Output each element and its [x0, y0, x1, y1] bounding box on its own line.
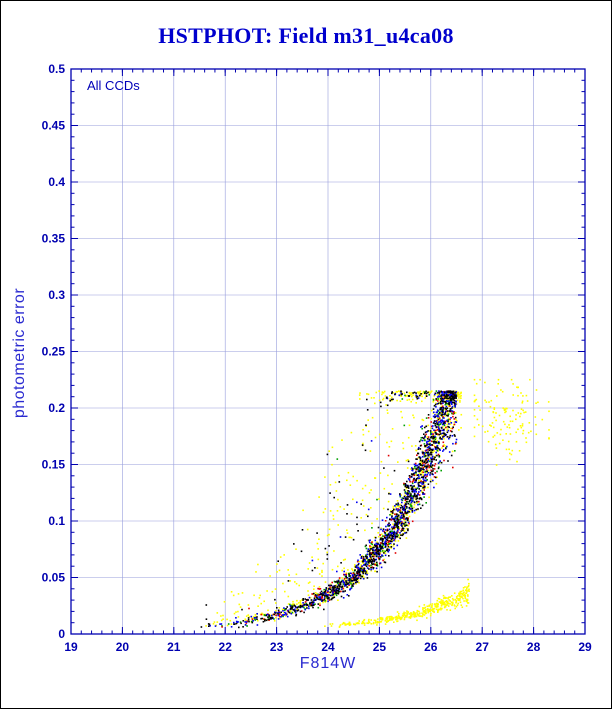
y-tick-label: 0.4 — [48, 175, 65, 189]
y-tick-label: 0.2 — [48, 401, 65, 415]
y-tick-label: 0.3 — [48, 288, 65, 302]
ccd-filter-label: All CCDs — [87, 78, 140, 93]
x-axis-label: F814W — [299, 655, 357, 672]
points-yellow-branch — [324, 578, 470, 628]
y-tick-label: 0.25 — [42, 345, 66, 359]
y-axis-label: photometric error — [11, 287, 28, 419]
y-tick-label: 0 — [58, 627, 65, 641]
x-tick-label: 24 — [321, 640, 335, 654]
plot-frame — [70, 68, 586, 635]
x-tick-label: 23 — [270, 640, 284, 654]
points-ccd-black — [200, 390, 458, 629]
points-yellow-cluster — [473, 378, 550, 466]
y-tick-label: 0.5 — [48, 62, 65, 76]
y-tick-label: 0.35 — [42, 232, 66, 246]
x-tick-label: 21 — [167, 640, 181, 654]
y-tick-label: 0.05 — [42, 571, 66, 585]
grid-lines — [71, 69, 585, 634]
tick-labels: 19 20 21 22 23 24 25 26 27 28 29 0 0.05 0.1 0.15 0.2 0.2… — [42, 62, 592, 654]
x-tick-label: 29 — [578, 640, 592, 654]
x-tick-label: 19 — [64, 640, 78, 654]
y-tick-label: 0.45 — [42, 119, 66, 133]
x-tick-label: 26 — [424, 640, 438, 654]
x-tick-label: 22 — [219, 640, 233, 654]
data-points — [200, 378, 550, 629]
x-tick-label: 20 — [116, 640, 130, 654]
x-tick-label: 27 — [476, 640, 490, 654]
x-tick-label: 28 — [527, 640, 541, 654]
y-tick-label: 0.1 — [48, 514, 65, 528]
x-tick-label: 25 — [373, 640, 387, 654]
chart-title: HSTPHOT: Field m31_u4ca08 — [158, 23, 454, 48]
y-tick-label: 0.15 — [42, 458, 66, 472]
